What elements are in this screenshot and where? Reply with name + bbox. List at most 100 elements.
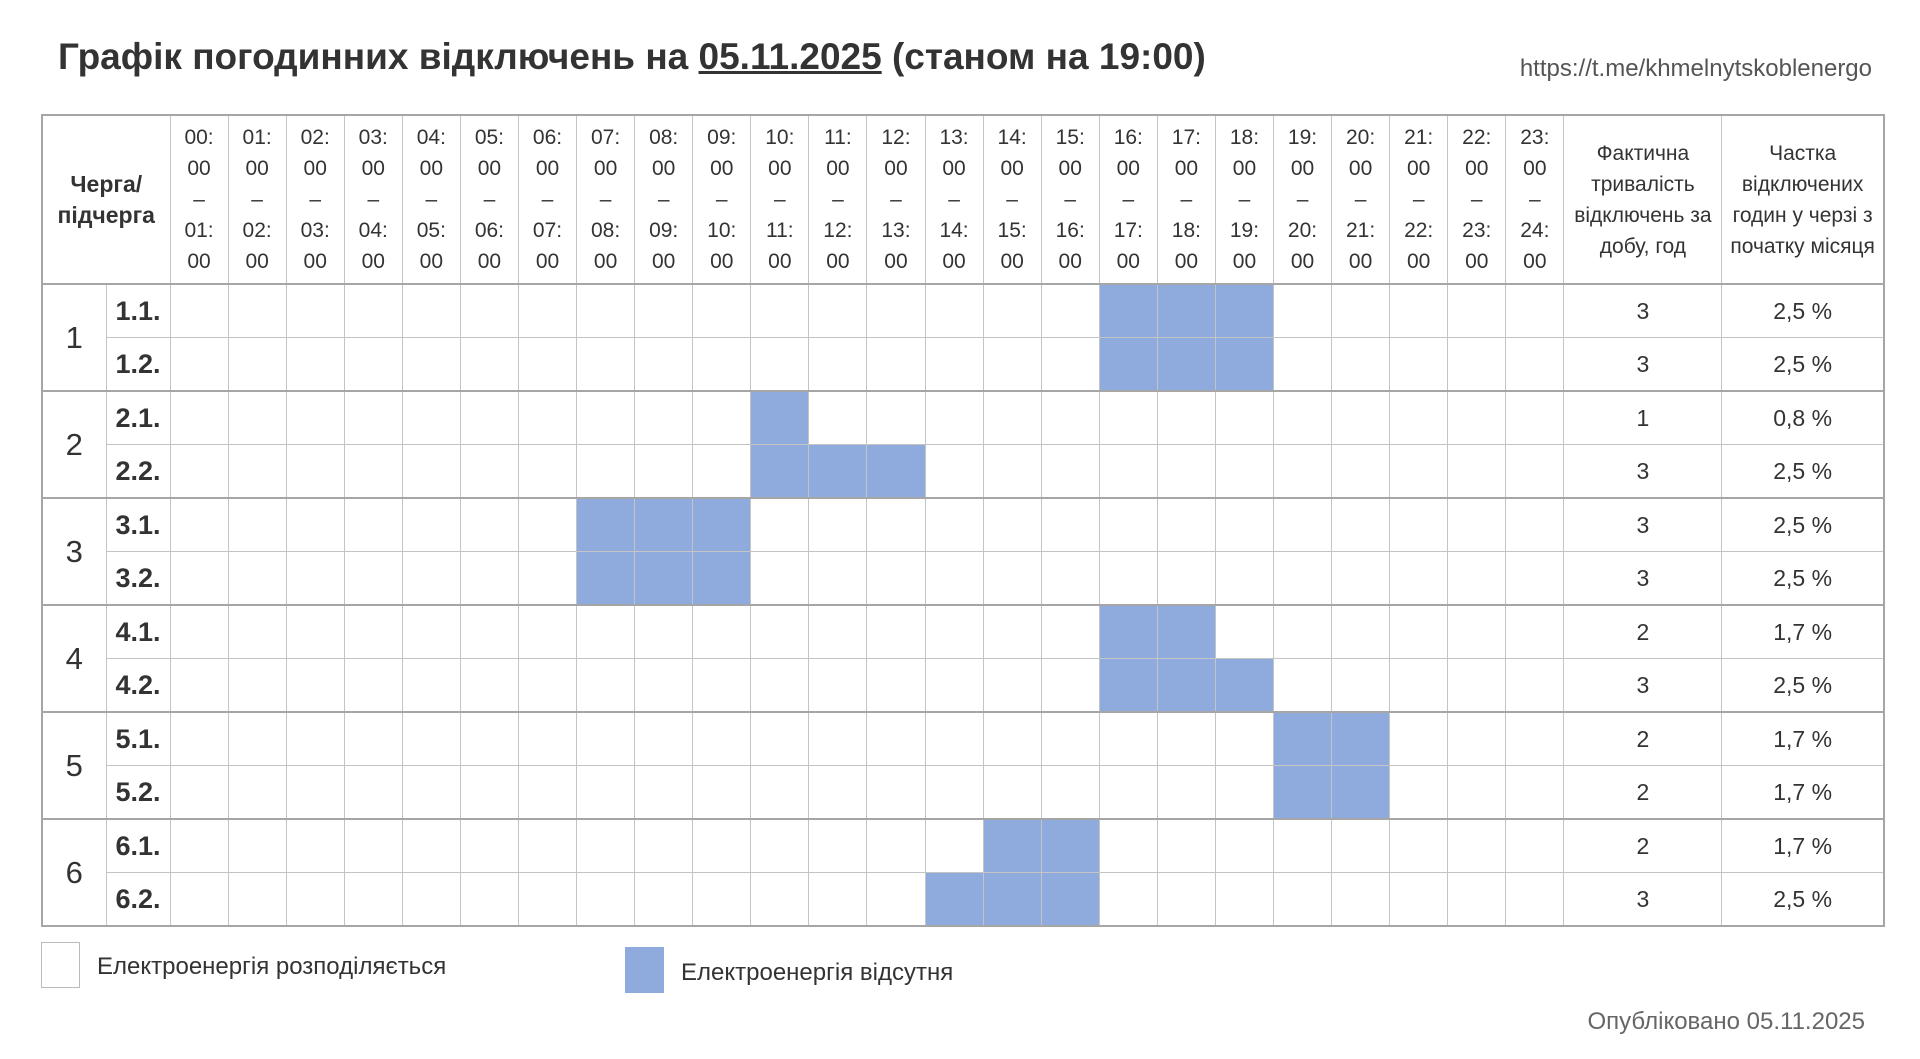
hour-label: 00:00 – 01:00 [184, 126, 214, 273]
power-cell [343, 872, 403, 927]
power-cell [866, 337, 926, 392]
power-cell [1389, 283, 1449, 338]
power-cell [866, 711, 926, 766]
power-cell [808, 872, 868, 927]
share: 2,5 % [1721, 337, 1885, 392]
power-cell [1447, 283, 1507, 338]
power-cell [517, 283, 578, 338]
hour-label: 20:00 – 21:00 [1346, 126, 1376, 273]
power-cell [1331, 497, 1391, 552]
title-date: 05.11.2025 [698, 36, 882, 77]
power-cell [343, 711, 403, 766]
outage-cell [1272, 711, 1333, 766]
subqueue: 5.2. [105, 765, 171, 820]
power-cell [1505, 390, 1565, 445]
power-cell [1214, 497, 1275, 552]
power-cell [169, 283, 229, 338]
duration: 3 [1563, 283, 1723, 338]
power-cell [1331, 658, 1391, 713]
hour-header: 18:00 – 19:00 [1214, 114, 1275, 285]
power-cell [285, 551, 345, 606]
power-cell [459, 444, 519, 499]
power-cell [866, 283, 926, 338]
power-cell [576, 337, 636, 392]
share-header: Частка відключених годин у черзі з почат… [1721, 114, 1885, 285]
hour-header: 11:00 – 12:00 [808, 114, 868, 285]
hour-header: 13:00 – 14:00 [924, 114, 984, 285]
power-cell [343, 604, 403, 659]
queue: 6 [41, 818, 107, 927]
power-cell [750, 337, 810, 392]
power-cell [517, 604, 578, 659]
power-cell [866, 604, 926, 659]
power-cell [517, 444, 578, 499]
power-cell [227, 658, 287, 713]
power-cell [285, 658, 345, 713]
power-cell [634, 604, 694, 659]
power-cell [924, 711, 984, 766]
duration: 2 [1563, 604, 1723, 659]
power-cell [1040, 604, 1100, 659]
hour-header: 14:00 – 15:00 [982, 114, 1042, 285]
power-cell [1098, 872, 1158, 927]
schedule-row: 3.2. 3 2,5 % [42, 551, 1885, 606]
hour-header: 00:00 – 01:00 [169, 114, 229, 285]
power-cell [227, 711, 287, 766]
channel-link[interactable]: https://t.me/khmelnytskoblenergo [1519, 55, 1872, 82]
power-cell [692, 765, 752, 820]
power-cell [401, 551, 461, 606]
queue: 3 [41, 497, 107, 606]
power-cell [634, 872, 694, 927]
power-cell [982, 337, 1042, 392]
power-cell [1331, 283, 1391, 338]
subqueue: 4.2. [105, 658, 171, 713]
power-cell [401, 390, 461, 445]
power-cell [401, 604, 461, 659]
power-cell [1389, 658, 1449, 713]
power-cell [982, 765, 1042, 820]
power-cell [227, 497, 287, 552]
power-cell [1214, 711, 1275, 766]
power-cell [517, 658, 578, 713]
power-cell [634, 444, 694, 499]
hour-header: 05:00 – 06:00 [459, 114, 519, 285]
power-cell [750, 551, 810, 606]
power-cell [1331, 337, 1391, 392]
power-cell [808, 604, 868, 659]
hour-label: 12:00 – 13:00 [881, 126, 911, 273]
power-cell [1156, 497, 1216, 552]
power-cell [1447, 444, 1507, 499]
power-cell [1389, 765, 1449, 820]
power-cell [1040, 497, 1100, 552]
hour-header: 10:00 – 11:00 [750, 114, 810, 285]
share: 2,5 % [1721, 497, 1885, 552]
power-cell [692, 283, 752, 338]
schedule-row: 4.2. 3 2,5 % [42, 658, 1885, 713]
share: 1,7 % [1721, 604, 1885, 659]
power-cell [169, 337, 229, 392]
power-cell [459, 551, 519, 606]
title-prefix: Графік погодинних відключень на [58, 36, 699, 77]
power-cell [1272, 283, 1333, 338]
power-cell [285, 604, 345, 659]
power-cell [1272, 337, 1333, 392]
subqueue: 2.1. [105, 390, 171, 445]
power-cell [1214, 765, 1275, 820]
power-cell [1447, 765, 1507, 820]
outage-cell [1214, 658, 1275, 713]
power-cell [692, 872, 752, 927]
power-cell [1331, 604, 1391, 659]
power-cell [459, 283, 519, 338]
power-cell [343, 497, 403, 552]
power-cell [1214, 390, 1275, 445]
outage-cell [692, 551, 752, 606]
power-cell [1331, 551, 1391, 606]
hour-header: 12:00 – 13:00 [866, 114, 926, 285]
legend-on-swatch [41, 942, 80, 988]
hour-header: 02:00 – 03:00 [285, 114, 345, 285]
duration: 2 [1563, 818, 1723, 873]
power-cell [227, 872, 287, 927]
power-cell [517, 711, 578, 766]
power-cell [343, 283, 403, 338]
